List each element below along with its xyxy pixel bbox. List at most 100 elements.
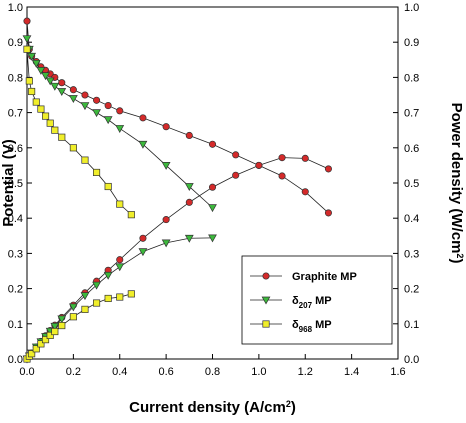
point (103, 116, 113, 125)
point (139, 114, 147, 122)
y2-tick-label: 0.7 (404, 108, 419, 120)
y-axis-title: Potential (V) (0, 139, 17, 227)
y2-tick-label: 0.1 (404, 319, 419, 331)
point (104, 182, 112, 191)
series-line (26, 21, 329, 214)
y2-tick-label: 0.2 (404, 284, 419, 296)
point (161, 239, 171, 248)
x-tick-label: 1.2 (298, 366, 313, 378)
point (255, 161, 263, 169)
point (81, 91, 89, 99)
point (58, 79, 66, 87)
point (324, 209, 332, 217)
point (127, 211, 135, 219)
x-tick-label: 0.8 (205, 366, 220, 378)
point (28, 350, 36, 358)
y-tick-label: 0.6 (8, 143, 23, 155)
point (116, 256, 124, 264)
legend-label: Graphite MP (292, 271, 357, 283)
point (116, 200, 124, 208)
point (115, 125, 125, 133)
point (184, 183, 194, 192)
point (104, 294, 112, 303)
point (93, 168, 101, 176)
point (278, 172, 286, 180)
y-tick-label: 0.3 (8, 248, 23, 260)
point (37, 105, 45, 113)
point (25, 77, 33, 85)
y2-tick-label: 0.5 (404, 178, 419, 190)
series-line (26, 293, 132, 360)
y-tick-label: 1.0 (8, 2, 23, 14)
point (138, 140, 148, 149)
point (57, 315, 67, 324)
x-tick-label: 0.2 (66, 366, 81, 378)
point (92, 281, 101, 290)
point (37, 340, 45, 348)
point (185, 131, 193, 140)
point (301, 154, 309, 162)
point (81, 156, 89, 164)
point (93, 299, 101, 307)
y-tick-label: 0.5 (8, 178, 23, 190)
x-axis-title: Current density (A/cm2) (129, 399, 296, 416)
x-tick-label: 1.0 (251, 366, 266, 378)
legend-marker (261, 296, 271, 305)
point (127, 290, 135, 298)
point (51, 126, 59, 134)
x-tick-label: 1.4 (344, 366, 359, 378)
point (232, 171, 240, 179)
point (58, 133, 66, 141)
point (162, 216, 170, 224)
point (31, 59, 41, 68)
y2-tick-label: 0.6 (404, 143, 419, 155)
y2-tick-label: 0.0 (404, 354, 419, 366)
point (162, 123, 170, 131)
y-tick-label: 0.4 (8, 213, 23, 225)
y-tick-label: 0.2 (8, 284, 23, 296)
legend-marker (262, 320, 270, 328)
point (301, 188, 309, 196)
point (41, 72, 50, 81)
point (45, 77, 55, 86)
y2-tick-label: 0.4 (404, 213, 419, 225)
point (103, 271, 113, 280)
y-tick-label: 0.0 (8, 354, 23, 366)
y2-tick-label: 1.0 (404, 2, 419, 14)
point (80, 102, 90, 111)
point (57, 88, 67, 96)
point (36, 67, 46, 75)
point (208, 140, 217, 148)
x-tick-label: 0.6 (158, 366, 173, 378)
y-tick-label: 0.1 (8, 319, 23, 331)
point (208, 183, 217, 191)
point (27, 52, 37, 61)
y-tick-label: 0.9 (8, 37, 23, 49)
point (104, 102, 112, 110)
legend-label: δ207 MP (292, 295, 332, 310)
y2-tick-label: 0.8 (404, 72, 419, 84)
point (32, 98, 40, 106)
point (324, 165, 332, 173)
point (22, 35, 32, 44)
x-tick-label: 1.6 (390, 366, 405, 378)
legend-marker (262, 272, 270, 280)
y2-tick-label: 0.3 (404, 248, 419, 260)
point (93, 96, 101, 104)
point (278, 154, 286, 162)
point (115, 263, 125, 272)
point (23, 45, 31, 53)
point (28, 87, 36, 96)
point (92, 109, 101, 118)
legend-label: δ968 MP (292, 319, 332, 334)
point (69, 313, 77, 321)
point (41, 112, 50, 120)
point (232, 151, 240, 159)
point (50, 322, 60, 331)
point (208, 234, 217, 243)
point (116, 293, 124, 301)
point (161, 162, 171, 170)
point (69, 144, 77, 152)
y-tick-label: 0.7 (8, 108, 23, 120)
